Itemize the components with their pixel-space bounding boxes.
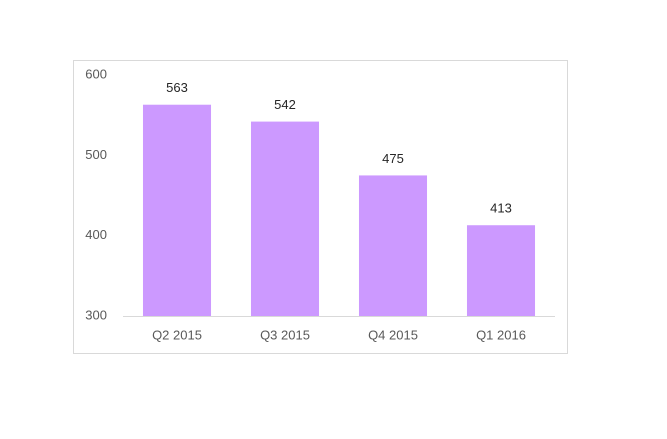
y-tick-label: 600: [85, 66, 107, 81]
bar: [466, 225, 536, 316]
data-label: 563: [166, 80, 188, 95]
x-tick-label: Q1 2016: [476, 327, 526, 342]
bar: [358, 175, 428, 316]
data-label: 413: [490, 201, 512, 216]
y-tick-label: 300: [85, 307, 107, 322]
x-tick-label: Q4 2015: [368, 327, 418, 342]
data-label: 475: [382, 151, 404, 166]
y-tick-label: 500: [85, 147, 107, 162]
data-label: 542: [274, 97, 296, 112]
y-tick-label: 400: [85, 227, 107, 242]
x-tick-label: Q3 2015: [260, 327, 310, 342]
x-tick-label: Q2 2015: [152, 327, 202, 342]
bar: [142, 104, 212, 317]
bar: [250, 121, 320, 317]
